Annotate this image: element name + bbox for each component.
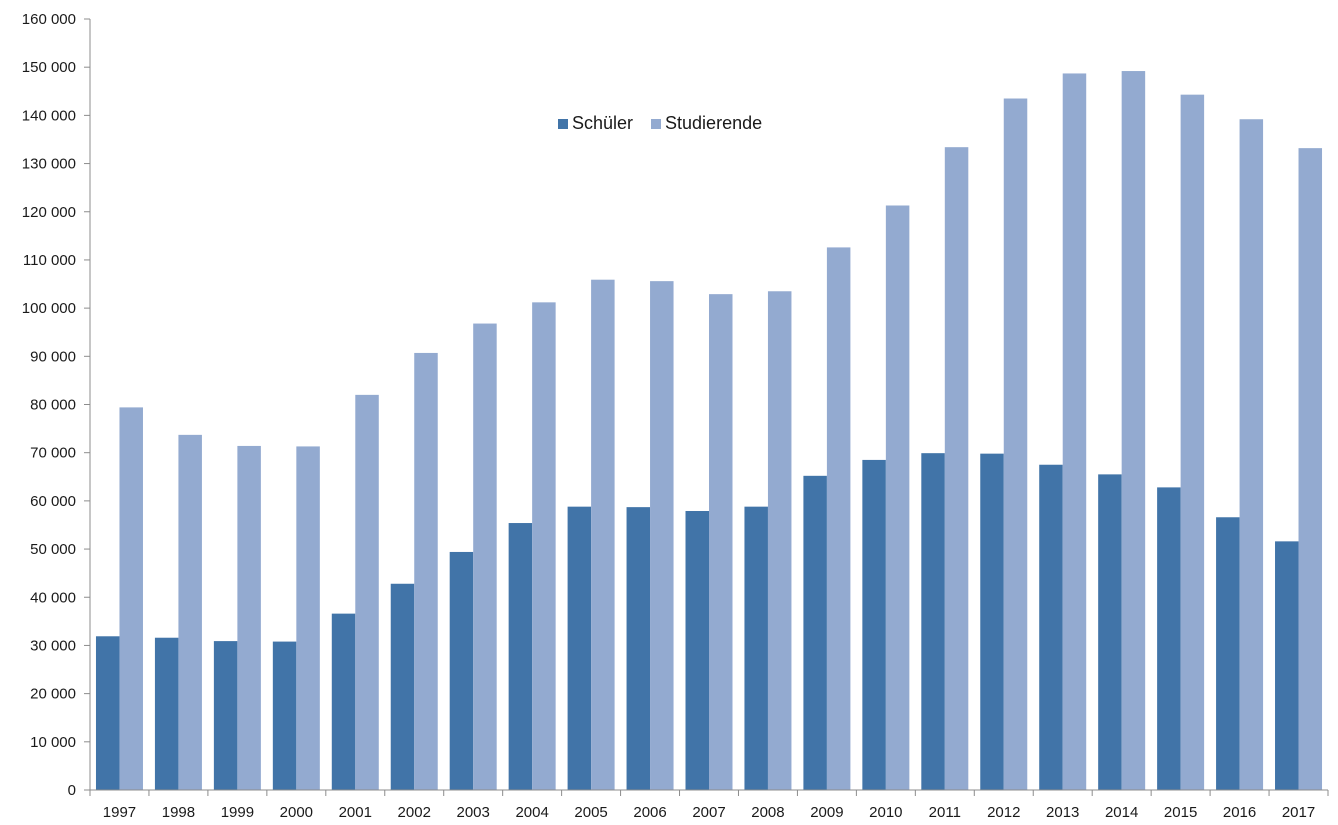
bar-schueler-2004	[508, 523, 533, 790]
y-tick-label: 30 000	[30, 637, 76, 654]
x-tick-label: 2001	[339, 804, 372, 821]
y-tick-label: 130 000	[22, 156, 76, 173]
bar-schueler-2013	[1039, 464, 1063, 790]
y-tick-label: 60 000	[30, 493, 76, 510]
bar-schueler-2017	[1275, 541, 1299, 790]
y-tick-label: 90 000	[30, 348, 76, 365]
x-tick-label: 2003	[457, 804, 490, 821]
y-tick-label: 120 000	[22, 204, 76, 221]
bar-schueler-2014	[1098, 474, 1122, 790]
y-tick-label: 40 000	[30, 589, 76, 606]
bar-studierende-2005	[591, 279, 615, 790]
bar-studierende-2013	[1062, 73, 1087, 790]
bar-studierende-2008	[767, 291, 792, 790]
x-tick-label: 2014	[1105, 804, 1138, 821]
bar-studierende-2006	[650, 281, 674, 790]
bar-studierende-2001	[355, 394, 379, 790]
bar-studierende-2015	[1180, 94, 1205, 791]
x-tick-label: 2009	[810, 804, 843, 821]
bar-studierende-2012	[1003, 98, 1028, 790]
x-tick-label: 2017	[1282, 804, 1315, 821]
y-tick-label: 0	[68, 782, 76, 799]
x-tick-label: 2013	[1046, 804, 1079, 821]
bar-studierende-2002	[414, 352, 438, 790]
x-tick-label: 2011	[929, 804, 961, 821]
bar-studierende-2000	[296, 446, 320, 790]
y-tick-label: 100 000	[22, 300, 76, 317]
bar-studierende-2011	[944, 147, 969, 790]
x-tick-label: 2007	[692, 804, 725, 821]
y-tick-label: 110 000	[23, 252, 76, 269]
x-tick-label: 2005	[574, 804, 607, 821]
bar-schueler-2010	[862, 459, 886, 790]
bar-studierende-2010	[885, 205, 910, 791]
bar-studierende-2014	[1121, 71, 1146, 791]
bar-schueler-2012	[980, 453, 1004, 790]
legend-label-studierende: Studierende	[665, 113, 763, 133]
legend-swatch-schueler	[558, 118, 568, 129]
bar-schueler-2011	[921, 453, 945, 790]
x-tick-label: 2008	[751, 804, 784, 821]
bar-schueler-1999	[213, 641, 238, 790]
bar-schueler-2008	[744, 506, 768, 790]
y-tick-label: 20 000	[30, 686, 76, 703]
y-tick-label: 50 000	[30, 541, 76, 558]
bar-schueler-2001	[331, 613, 356, 790]
bar-studierende-2009	[826, 247, 851, 790]
bar-schueler-2016	[1216, 517, 1240, 790]
bar-schueler-2007	[685, 510, 709, 790]
bar-schueler-2006	[626, 507, 651, 790]
x-tick-label: 2004	[515, 804, 548, 821]
x-tick-label: 2016	[1223, 804, 1256, 821]
bar-studierende-2003	[473, 323, 497, 790]
bar-schueler-1998	[154, 637, 179, 790]
y-tick-label: 80 000	[30, 397, 76, 414]
bar-studierende-2017	[1298, 148, 1323, 790]
y-tick-label: 150 000	[22, 59, 76, 76]
legend-label-schueler: Schüler	[572, 113, 634, 133]
y-tick-label: 70 000	[30, 445, 76, 462]
bar-schueler-2000	[272, 641, 297, 790]
legend-item-schueler: Schüler	[558, 113, 633, 134]
x-tick-label: 1997	[103, 804, 136, 821]
bar-schueler-2003	[449, 551, 474, 790]
y-tick-label: 160 000	[22, 11, 76, 28]
legend-item-studierende: Studierende	[651, 113, 762, 134]
x-tick-label: 2015	[1164, 804, 1197, 821]
bar-schueler-2005	[567, 506, 592, 790]
x-axis: 1997 1998 1999 2000 2001 2002 2003 2004 2005 2006…	[89, 789, 1329, 821]
x-tick-label: 2000	[280, 804, 313, 821]
y-axis: 0 10 000 20 000 30 000 40 000 50 000 60 000 70 …	[22, 11, 91, 799]
x-tick-label: 2010	[869, 804, 902, 821]
bar-schueler-1997	[95, 636, 120, 790]
bar-studierende-1998	[178, 434, 202, 790]
bar-studierende-2016	[1239, 119, 1264, 791]
bar-studierende-2004	[532, 302, 556, 790]
y-tick-label: 140 000	[22, 107, 76, 124]
x-tick-label: 2012	[987, 804, 1020, 821]
x-tick-label: 2006	[633, 804, 666, 821]
y-tick-label: 10 000	[30, 734, 76, 751]
bars-group	[95, 71, 1323, 791]
bar-schueler-2009	[803, 475, 827, 790]
bar-studierende-1997	[119, 407, 143, 790]
bar-studierende-1999	[237, 445, 261, 790]
x-tick-label: 1998	[162, 804, 195, 821]
legend: Schüler Studierende	[558, 113, 780, 134]
legend-swatch-studierende	[651, 118, 662, 129]
bar-schueler-2015	[1157, 487, 1181, 790]
bar-schueler-2002	[390, 583, 415, 790]
x-tick-label: 1999	[221, 804, 254, 821]
bar-studierende-2007	[709, 294, 733, 790]
x-tick-label: 2002	[398, 804, 431, 821]
